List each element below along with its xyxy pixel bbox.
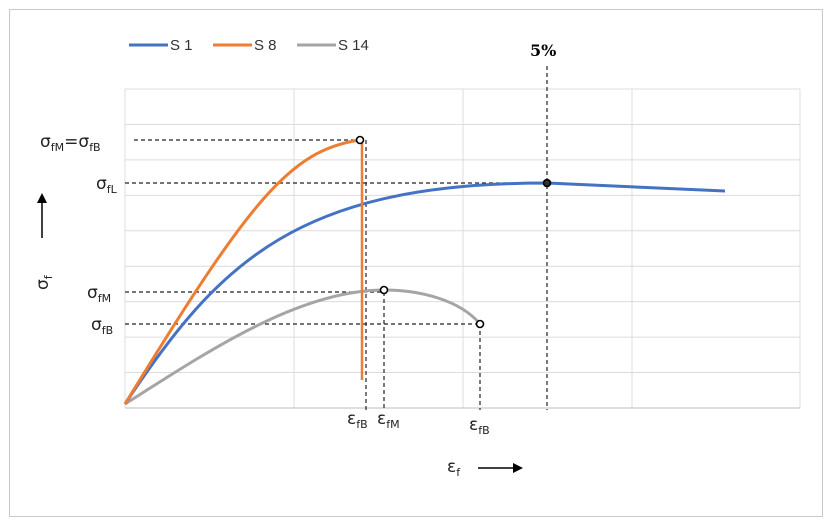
key-points bbox=[355, 135, 552, 329]
series-s1-curve bbox=[123, 181, 726, 405]
point-s14-break bbox=[475, 319, 485, 329]
chart-grid bbox=[124, 88, 801, 409]
series-s8-curve bbox=[123, 138, 361, 405]
y-axis-arrow bbox=[37, 193, 47, 238]
legend-label-s1: S 1 bbox=[170, 37, 193, 54]
chart-frame bbox=[9, 9, 823, 517]
series-s14-curve bbox=[124, 288, 482, 406]
guide-lines bbox=[125, 66, 548, 410]
x-axis-title: εf bbox=[447, 457, 461, 479]
x-axis-arrow bbox=[478, 463, 523, 473]
svg-text:σf: σf bbox=[33, 274, 55, 290]
label-sigma-fb: σfB bbox=[91, 315, 113, 337]
point-s1-limit bbox=[542, 178, 552, 188]
legend-label-s14: S 14 bbox=[338, 37, 369, 54]
y-axis-title: σf bbox=[33, 274, 55, 290]
percent-label: 5% bbox=[530, 41, 556, 60]
label-sigma-fm: σfM bbox=[87, 283, 111, 305]
label-sigma-fm-eq-fb: σfM=σfB bbox=[40, 132, 101, 154]
legend: S 1 S 8 S 14 bbox=[129, 37, 369, 54]
legend-label-s8: S 8 bbox=[254, 37, 277, 54]
label-eps-fb-s14: εfB bbox=[469, 415, 490, 437]
label-sigma-fl: σfL bbox=[96, 174, 118, 196]
label-eps-fm: εfM bbox=[377, 409, 400, 431]
point-s14-max bbox=[379, 285, 389, 295]
point-s8-break bbox=[355, 135, 365, 145]
label-eps-fb-s8: εfB bbox=[347, 409, 368, 431]
